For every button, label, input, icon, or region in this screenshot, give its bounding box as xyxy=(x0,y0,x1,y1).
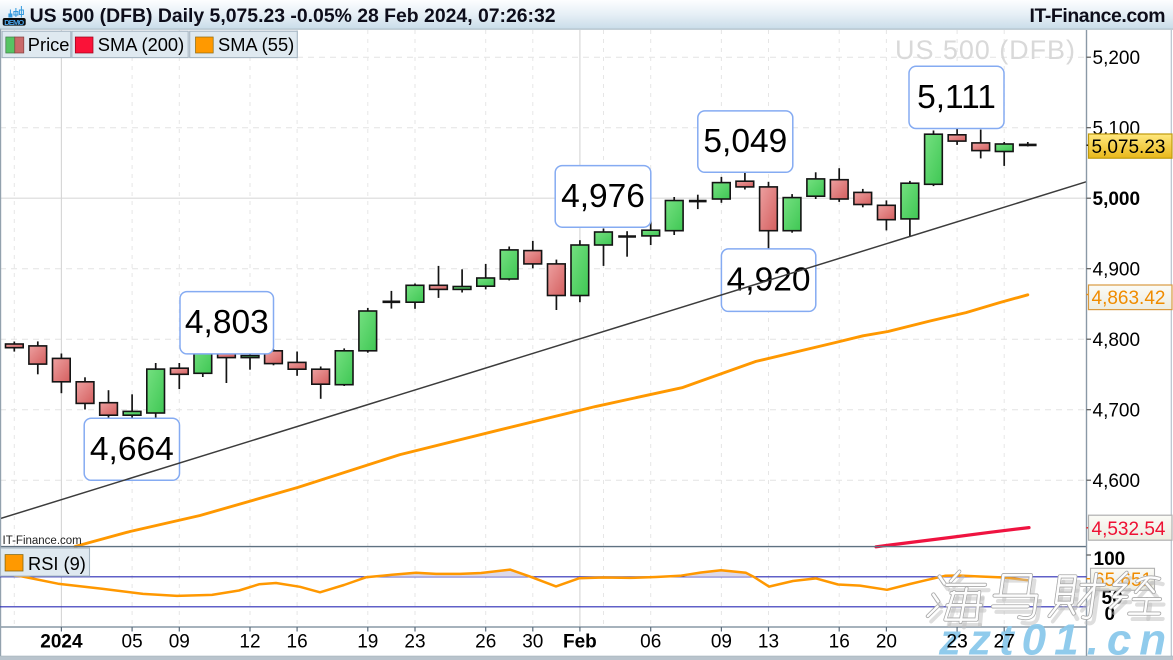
svg-text:RSI (9): RSI (9) xyxy=(28,553,86,574)
svg-text:09: 09 xyxy=(711,632,732,653)
svg-text:12: 12 xyxy=(239,632,260,653)
svg-text:30: 30 xyxy=(522,632,543,653)
svg-text:19: 19 xyxy=(357,632,378,653)
svg-text:100: 100 xyxy=(1094,549,1126,570)
svg-text:4,976: 4,976 xyxy=(561,178,645,215)
svg-text:16: 16 xyxy=(287,632,308,653)
svg-text:23: 23 xyxy=(947,632,968,653)
svg-text:4,863.42: 4,863.42 xyxy=(1092,288,1166,309)
svg-text:DEMO: DEMO xyxy=(4,18,24,27)
svg-text:23: 23 xyxy=(947,632,968,653)
svg-text:13: 13 xyxy=(758,632,779,653)
svg-text:SMA (200): SMA (200) xyxy=(98,34,184,55)
svg-text:US 500 (DFB) Daily 5,075.23 -0: US 500 (DFB) Daily 5,075.23 -0.05% 28 Fe… xyxy=(30,5,556,27)
svg-text:4,800: 4,800 xyxy=(1093,330,1141,351)
svg-text:06: 06 xyxy=(640,632,661,653)
svg-text:SMA (55): SMA (55) xyxy=(218,34,294,55)
svg-text:4,532.54: 4,532.54 xyxy=(1092,519,1166,540)
svg-text:4,600: 4,600 xyxy=(1093,471,1141,492)
svg-text:05: 05 xyxy=(122,632,143,653)
svg-text:20: 20 xyxy=(876,632,897,653)
svg-text:2024: 2024 xyxy=(40,632,83,653)
svg-text:IT-Finance.com: IT-Finance.com xyxy=(3,535,82,547)
svg-text:5,075.23: 5,075.23 xyxy=(1092,137,1166,158)
svg-text:65.651: 65.651 xyxy=(1094,570,1152,591)
svg-text:26: 26 xyxy=(475,632,496,653)
svg-text:4,664: 4,664 xyxy=(90,431,174,468)
svg-text:5,111: 5,111 xyxy=(917,79,996,116)
svg-text:4,803: 4,803 xyxy=(185,304,269,341)
svg-text:US 500 (DFB): US 500 (DFB) xyxy=(895,35,1075,65)
svg-text:27: 27 xyxy=(994,632,1015,653)
svg-text:5,049: 5,049 xyxy=(703,123,787,160)
svg-text:09: 09 xyxy=(169,632,190,653)
svg-text:5,000: 5,000 xyxy=(1093,189,1141,210)
svg-text:Price: Price xyxy=(28,34,70,55)
svg-text:4,700: 4,700 xyxy=(1093,401,1141,422)
svg-text:5,200: 5,200 xyxy=(1093,48,1141,69)
svg-text:27: 27 xyxy=(994,632,1015,653)
svg-text:4,900: 4,900 xyxy=(1093,260,1141,281)
svg-text:23: 23 xyxy=(404,632,425,653)
svg-text:Feb: Feb xyxy=(563,632,597,653)
svg-text:zzt01.cn: zzt01.cn xyxy=(938,616,1173,660)
svg-text:IT-Finance.com: IT-Finance.com xyxy=(1030,5,1166,27)
svg-text:16: 16 xyxy=(829,632,850,653)
svg-text:0: 0 xyxy=(1105,604,1116,625)
